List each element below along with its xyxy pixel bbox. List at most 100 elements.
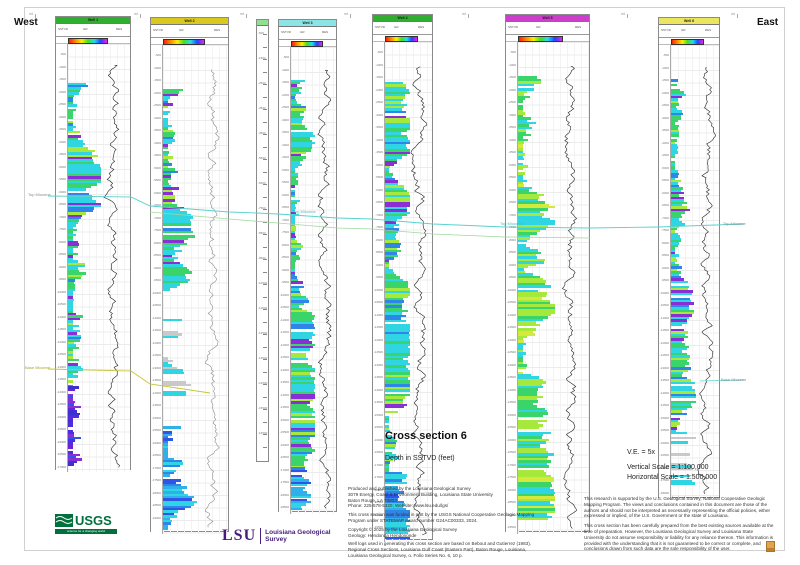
lithology-bar bbox=[68, 262, 86, 265]
lithology-bar bbox=[385, 293, 410, 296]
lithology-bar bbox=[518, 424, 544, 427]
depth-tick-label: -1500 bbox=[508, 75, 516, 79]
lithology-bar bbox=[385, 481, 407, 484]
well-title-bar: Well 5 bbox=[506, 15, 589, 22]
depth-tick-label: -9500 bbox=[58, 277, 66, 281]
lithology-bar bbox=[385, 89, 410, 92]
lithology-bar bbox=[291, 365, 312, 368]
lithology-bar bbox=[518, 474, 552, 478]
well-strip: Well 1 SSTVD GR RES -500 -1000 -1500 -2000 -2500… bbox=[55, 16, 131, 472]
well-header-token: GR bbox=[179, 28, 184, 32]
lithology-bar bbox=[385, 468, 390, 471]
depth-scale-tick bbox=[263, 309, 267, 310]
lithology-bar bbox=[385, 367, 408, 370]
gr-colorbar bbox=[518, 36, 563, 42]
lithology-bar bbox=[68, 393, 73, 396]
lithology-bar bbox=[518, 182, 524, 185]
depth-tick-label: -17000 bbox=[151, 465, 161, 470]
lithology-bar bbox=[385, 161, 398, 164]
lithology-bar bbox=[291, 372, 310, 375]
lithology-bar bbox=[671, 170, 679, 173]
lithology-bar bbox=[68, 365, 82, 369]
lithology-bar bbox=[291, 108, 307, 111]
depth-tick-label: -4000 bbox=[508, 137, 516, 142]
lithology-bar bbox=[671, 184, 679, 188]
lithology-bar bbox=[68, 288, 76, 292]
lithology-bar bbox=[68, 269, 80, 273]
depth-tick-label: -16000 bbox=[279, 442, 289, 447]
lithology-bar bbox=[385, 458, 394, 462]
lithology-bar bbox=[68, 82, 87, 85]
lithology-bar bbox=[518, 359, 523, 363]
lithology-bar bbox=[163, 257, 178, 260]
lithology-bar bbox=[163, 247, 175, 250]
colorbar-row bbox=[373, 35, 432, 42]
lithology-bar bbox=[518, 402, 534, 406]
lithology-bar bbox=[671, 292, 693, 296]
lithology-bar bbox=[291, 384, 315, 387]
lithology-bar bbox=[68, 188, 86, 191]
lithology-bar bbox=[385, 343, 410, 346]
depth-tick-label: -5500 bbox=[153, 178, 161, 182]
lithology-bar bbox=[518, 386, 543, 389]
lithology-bar bbox=[518, 98, 526, 101]
lithology-bar bbox=[671, 441, 688, 444]
lithology-bar bbox=[163, 438, 174, 441]
lithology-bar bbox=[163, 237, 189, 241]
depth-tick-label: -10500 bbox=[56, 302, 66, 306]
lithology-bar bbox=[68, 446, 73, 449]
depth-tick-label: -17000 bbox=[659, 465, 669, 470]
lithology-bar bbox=[671, 120, 679, 123]
depth-tick-label: -8500 bbox=[375, 250, 383, 254]
lithology-bar bbox=[68, 429, 73, 432]
lithology-bar bbox=[385, 496, 399, 499]
depth-tick-label: -18500 bbox=[373, 500, 383, 504]
lithology-bar bbox=[291, 474, 302, 477]
lithology-bar bbox=[68, 424, 74, 428]
depth-tick-label: -10500 bbox=[506, 300, 516, 304]
lithology-bar bbox=[385, 286, 409, 289]
lithology-bar bbox=[68, 171, 101, 174]
lithology-bar bbox=[518, 244, 526, 247]
depth-scale-tick bbox=[263, 159, 267, 160]
depth-tick-label: -5500 bbox=[375, 175, 383, 179]
lithology-bar bbox=[385, 358, 404, 361]
lithology-bar bbox=[518, 280, 547, 283]
lithology-bar bbox=[385, 317, 402, 320]
lithology-bar bbox=[68, 412, 81, 416]
lithology-bar bbox=[385, 334, 410, 337]
lithology-bar bbox=[291, 500, 312, 504]
lithology-bar bbox=[518, 100, 523, 103]
lithology-bar bbox=[68, 250, 73, 253]
lithology-bar bbox=[163, 103, 173, 106]
lithology-bar bbox=[671, 100, 679, 104]
depth-tick-label: -15500 bbox=[373, 425, 383, 429]
lithology-bar bbox=[291, 120, 302, 123]
well-log-body: -500 -1000 -1500 -2000 -2500 -3000 -3500 -4000 -… bbox=[279, 47, 336, 514]
lithology-bar bbox=[385, 370, 410, 373]
lithology-bar bbox=[291, 286, 304, 289]
depth-tick-label: -10000 bbox=[151, 290, 161, 295]
lithology-bar bbox=[291, 458, 309, 462]
lithology-bar bbox=[518, 513, 548, 516]
depth-tick-label: -13500 bbox=[279, 380, 289, 384]
depth-tick-label: -16500 bbox=[659, 453, 669, 457]
depth-tick-label: -10500 bbox=[373, 300, 383, 304]
lithology-bar bbox=[163, 161, 169, 164]
lithology-bar bbox=[518, 114, 523, 118]
depth-gutter: -500 -1000 -1500 -2000 -2500 -3000 -3500 -4000 -… bbox=[56, 44, 68, 472]
vertical-scale-label: Vertical Scale = 1:100,000 bbox=[627, 464, 709, 471]
lithology-bar bbox=[671, 405, 692, 409]
lithology-bar bbox=[385, 532, 409, 535]
lithology-bar bbox=[671, 408, 688, 411]
lithology-bar bbox=[518, 316, 549, 319]
well-strip: Well 2 SSTVD GR RES -500 -1000 -1500 -2000 -2500… bbox=[150, 17, 229, 534]
lithology-bar bbox=[385, 346, 408, 349]
depth-tick-label: -7000 bbox=[58, 214, 66, 219]
lithology-bar bbox=[68, 458, 83, 461]
lithology-bar bbox=[68, 341, 74, 345]
lithology-bar bbox=[385, 91, 410, 94]
lithology-bar bbox=[385, 398, 404, 402]
lithology-bar bbox=[291, 192, 296, 195]
